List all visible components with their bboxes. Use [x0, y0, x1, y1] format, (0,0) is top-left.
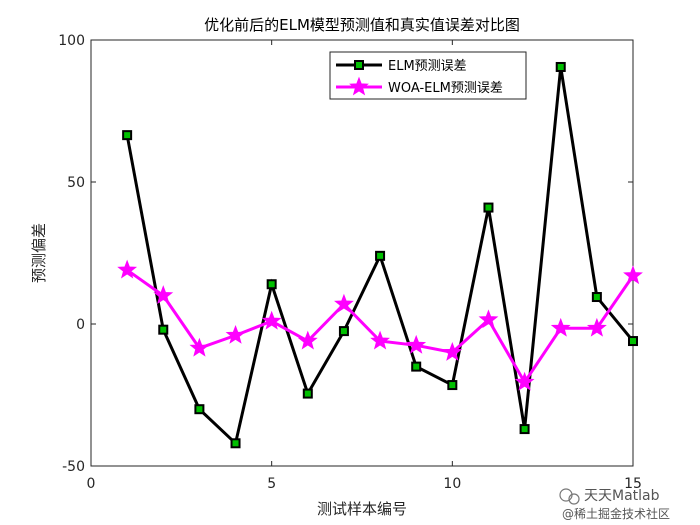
x-axis-title: 测试样本编号	[317, 500, 407, 518]
data-point-elm	[628, 336, 638, 347]
y-tick-label: 100	[58, 33, 85, 49]
data-point-woa-elm	[261, 310, 282, 330]
data-point-woa-elm	[478, 309, 499, 329]
data-point-woa-elm	[586, 317, 607, 337]
data-point-woa-elm	[442, 341, 463, 361]
data-point-elm	[411, 361, 422, 372]
legend-marker-woa	[349, 76, 369, 96]
y-tick-label: 50	[67, 175, 85, 191]
watermark-line1: 天天Matlab	[584, 488, 660, 504]
legend: ELM预测误差 WOA-ELM预测误差	[329, 51, 527, 100]
x-axis-ticks: 0 5 10 15	[87, 40, 642, 492]
y-tick-label: -50	[62, 459, 85, 475]
legend-marker-elm	[354, 60, 364, 70]
data-point-elm	[447, 380, 458, 391]
data-point-elm	[302, 388, 313, 399]
data-point-elm	[591, 292, 602, 303]
data-point-elm	[483, 202, 494, 213]
y-axis-title: 预测偏差	[30, 223, 48, 283]
data-point-woa-elm	[550, 317, 571, 337]
x-tick-label: 10	[443, 476, 461, 492]
watermark-line2: @稀土掘金技术社区	[562, 506, 670, 521]
data-point-elm	[230, 438, 241, 449]
legend-label-woa: WOA-ELM预测误差	[388, 81, 503, 96]
data-point-elm	[338, 326, 349, 337]
data-point-woa-elm	[225, 324, 246, 344]
data-point-woa-elm	[189, 337, 210, 357]
data-point-elm	[519, 424, 530, 435]
data-point-elm	[266, 279, 277, 290]
plot-area	[90, 39, 634, 467]
series-layer	[117, 61, 643, 449]
watermark: 天天Matlab @稀土掘金技术社区	[559, 488, 670, 521]
data-point-woa-elm	[370, 330, 390, 350]
data-point-woa-elm	[297, 330, 318, 350]
x-tick-label: 15	[624, 476, 642, 492]
data-point-elm	[555, 61, 566, 72]
x-tick-label: 0	[87, 476, 96, 492]
data-point-woa-elm	[334, 293, 354, 313]
x-tick-label: 5	[267, 476, 276, 492]
data-point-elm	[194, 404, 205, 415]
data-point-woa-elm	[153, 285, 174, 305]
legend-label-elm: ELM预测误差	[388, 59, 467, 74]
data-point-elm	[375, 250, 386, 261]
data-point-woa-elm	[623, 265, 643, 285]
data-point-woa-elm	[406, 334, 427, 354]
data-point-woa-elm	[117, 259, 138, 279]
y-tick-label: 0	[76, 317, 85, 333]
chart-title: 优化前后的ELM模型预测值和真实值误差对比图	[204, 16, 520, 34]
wechat-icon-bubble	[568, 493, 580, 505]
data-point-woa-elm	[514, 371, 535, 391]
data-point-elm	[158, 324, 169, 335]
data-point-elm	[122, 130, 133, 141]
y-axis-ticks: -50 0 50 100	[58, 33, 633, 475]
